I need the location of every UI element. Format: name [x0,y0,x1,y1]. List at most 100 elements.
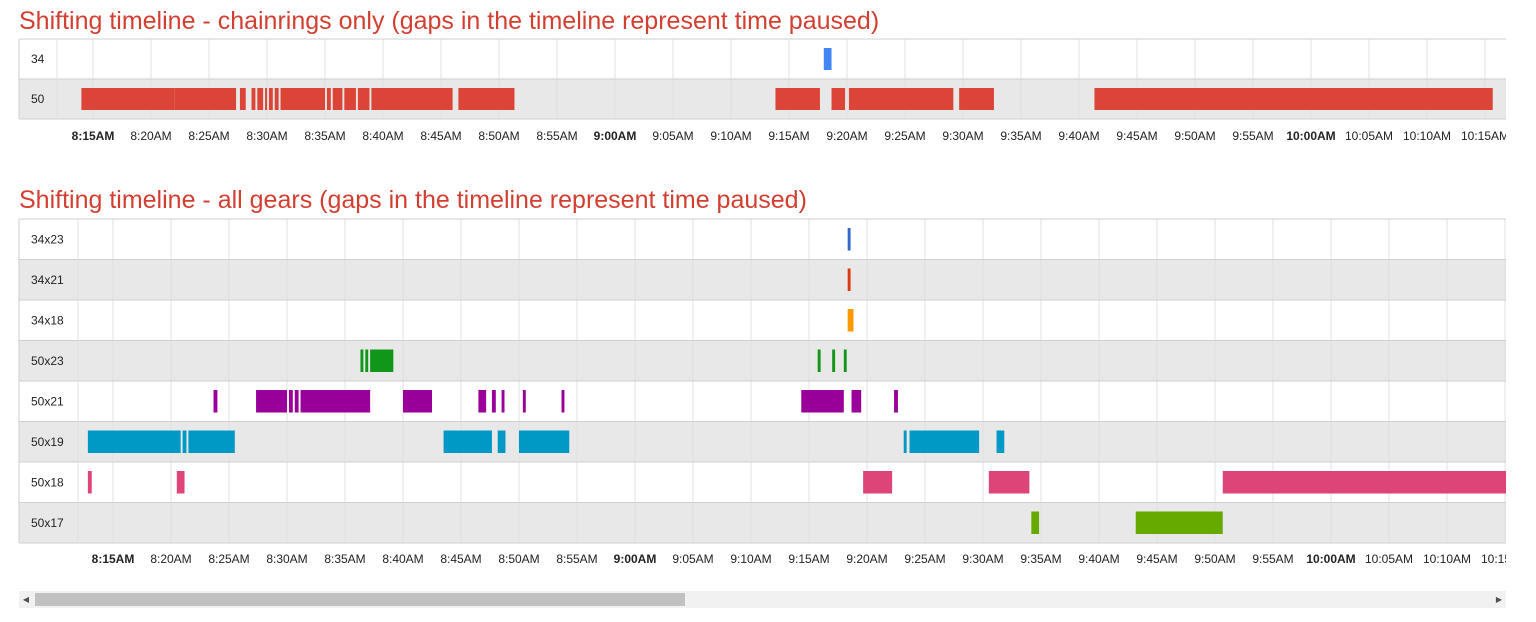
segment-50x21-1[interactable] [256,390,287,413]
segment-50x21-8[interactable] [501,390,505,413]
segment-50-0[interactable] [81,88,175,110]
segment-50x21-3[interactable] [294,390,299,413]
segment-50-6[interactable] [268,88,273,110]
segment-50-16[interactable] [831,88,846,110]
segment-50-9[interactable] [326,88,331,110]
tick-label: 9:45AM [1116,129,1157,143]
tick-label: 10:10AM [1403,129,1451,143]
segment-50-4[interactable] [257,88,264,110]
segment-50x21-7[interactable] [491,390,496,413]
horizontal-scrollbar[interactable]: ◀ ▶ [19,591,1506,608]
tick-label: 9:50AM [1194,552,1235,566]
segment-50x23-5[interactable] [843,349,847,373]
tick-label: 8:20AM [150,552,191,566]
segment-50-1[interactable] [174,88,237,110]
segment-50x19-7[interactable] [909,430,980,454]
segment-50x23-2[interactable] [370,349,394,373]
tick-label: 9:10AM [730,552,771,566]
segment-50-14[interactable] [458,88,515,110]
tick-label: 9:00AM [614,552,657,566]
tick-label: 8:30AM [266,552,307,566]
scroll-thumb[interactable] [35,593,685,606]
segment-34-0[interactable] [823,48,832,70]
row-band [19,340,1506,381]
segment-50x23-4[interactable] [832,349,836,373]
segment-50x23-1[interactable] [365,349,369,373]
tick-label: 10:05AM [1365,552,1413,566]
segment-50x21-0[interactable] [213,390,218,413]
tick-label: 8:55AM [536,129,577,143]
scroll-left-arrow-icon[interactable]: ◀ [22,595,30,604]
segment-50x18-4[interactable] [1222,471,1513,494]
segment-50x21-5[interactable] [403,390,432,413]
segment-50x19-1[interactable] [182,430,187,454]
segment-50x21-13[interactable] [894,390,898,413]
tick-label: 8:40AM [362,129,403,143]
segment-50-19[interactable] [1094,88,1493,110]
segment-50x19-8[interactable] [996,430,1005,454]
row-band [19,421,1506,462]
tick-label: 9:35AM [1000,129,1041,143]
segment-34x21-0[interactable] [847,268,851,292]
tick-label: 9:05AM [672,552,713,566]
row-label-34x18: 34x18 [31,313,64,327]
segment-50x19-2[interactable] [188,430,235,454]
segment-50x18-1[interactable] [176,471,185,494]
tick-label: 8:35AM [304,129,345,143]
tick-label: 9:25AM [904,552,945,566]
scroll-right-arrow-icon[interactable]: ▶ [1495,595,1503,604]
segment-50x21-4[interactable] [300,390,371,413]
row-label-50x17: 50x17 [31,516,64,530]
segment-50x19-4[interactable] [497,430,506,454]
segment-50x21-11[interactable] [801,390,844,413]
segment-50x17-0[interactable] [1031,511,1040,535]
segment-50x19-5[interactable] [519,430,570,454]
tick-label: 9:00AM [594,129,637,143]
segment-50x18-3[interactable] [988,471,1030,494]
row-label-34x23: 34x23 [31,232,64,246]
segment-50x19-0[interactable] [87,430,181,454]
tick-label: 9:15AM [788,552,829,566]
segment-50-18[interactable] [959,88,994,110]
segment-50x23-3[interactable] [817,349,821,373]
segment-50x21-10[interactable] [561,390,565,413]
segment-50-3[interactable] [251,88,256,110]
segment-50x19-6[interactable] [903,430,907,454]
segment-50-11[interactable] [344,88,356,110]
tick-label: 9:30AM [942,129,983,143]
segment-50-2[interactable] [239,88,246,110]
chart-title-all-gears: Shifting timeline - all gears (gaps in t… [19,186,807,214]
tick-label: 10:15AM [1461,129,1509,143]
tick-label: 9:55AM [1232,129,1273,143]
tick-label: 9:20AM [846,552,887,566]
segment-34x23-0[interactable] [847,228,851,251]
segment-50-15[interactable] [775,88,820,110]
segment-50-5[interactable] [265,88,268,110]
tick-label: 10:00AM [1306,552,1355,566]
tick-label: 10:05AM [1345,129,1393,143]
segment-50x21-6[interactable] [478,390,487,413]
row-band [19,300,1506,341]
tick-label: 8:55AM [556,552,597,566]
tick-label: 9:10AM [710,129,751,143]
tick-label: 9:50AM [1174,129,1215,143]
segment-50x21-12[interactable] [851,390,862,413]
segment-50-7[interactable] [274,88,279,110]
tick-label: 9:40AM [1078,552,1119,566]
timeline-chart-all-gears: 34x23 34x21 34x18 50x23 50x21 50x19 50x18 50x17… [18,218,1513,566]
segment-50x19-3[interactable] [443,430,492,454]
segment-50-8[interactable] [280,88,325,110]
segment-50x17-1[interactable] [1135,511,1223,535]
segment-50-12[interactable] [357,88,370,110]
tick-label: 8:50AM [478,129,519,143]
segment-50x21-2[interactable] [288,390,293,413]
segment-50x18-2[interactable] [863,471,893,494]
segment-50x23-0[interactable] [360,349,364,373]
segment-50x21-9[interactable] [522,390,526,413]
segment-50-13[interactable] [371,88,453,110]
segment-50x18-0[interactable] [87,471,92,494]
segment-50-17[interactable] [848,88,954,110]
segment-50-10[interactable] [332,88,343,110]
tick-label: 8:25AM [208,552,249,566]
segment-34x18-0[interactable] [847,309,854,332]
